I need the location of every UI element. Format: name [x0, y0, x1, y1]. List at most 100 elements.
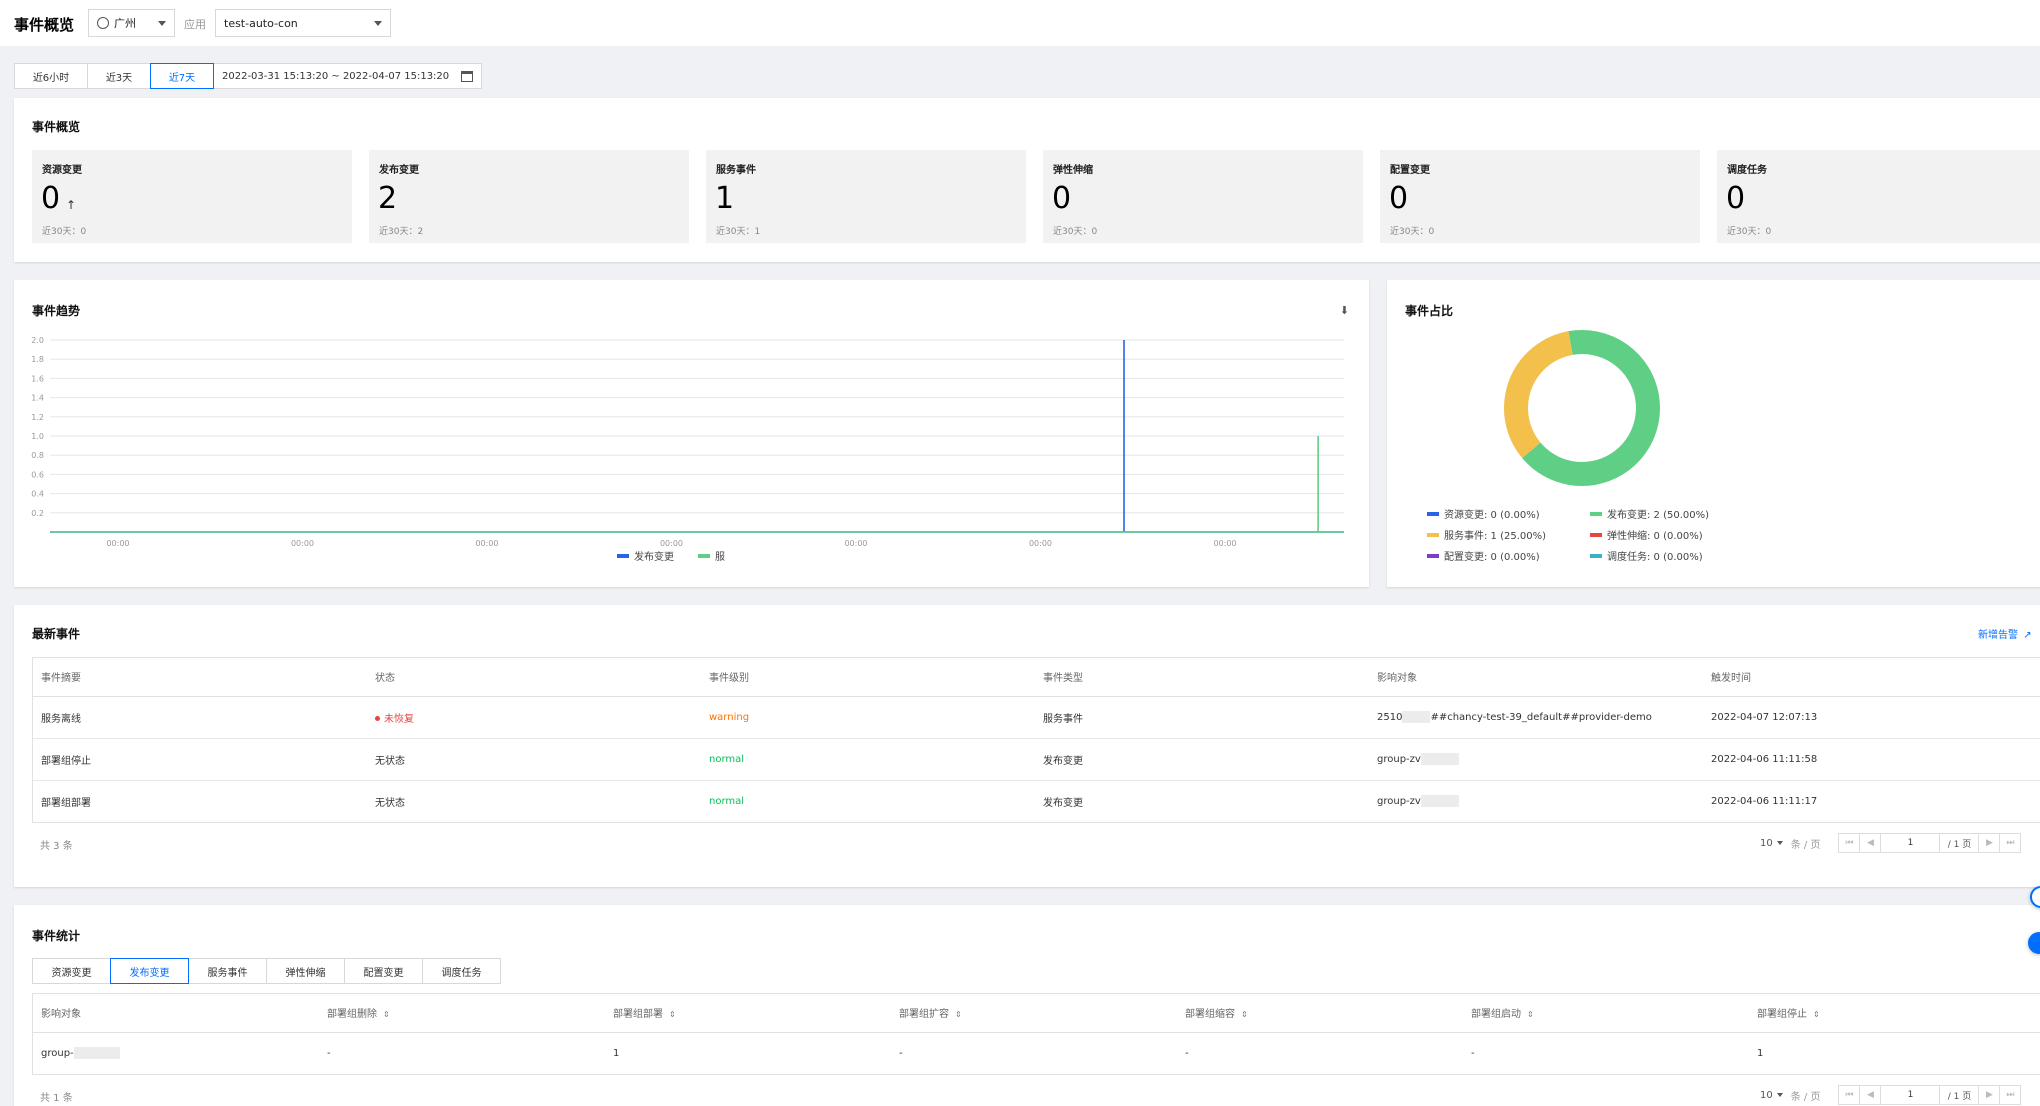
legend-swatch — [1427, 511, 1439, 516]
stat-config-change[interactable]: 配置变更 0 近30天：0 — [1380, 150, 1700, 243]
time-btn-3d[interactable]: 近3天 — [87, 63, 151, 89]
stat-resource-change[interactable]: 资源变更 0 ↑ 近30天：0 — [32, 150, 352, 243]
sort-icon[interactable]: ⇕ — [955, 1010, 962, 1020]
pagination: 10 条 / 页 ⏮ ◀ 1 / 1 页 ▶ ⏭ — [1760, 833, 2022, 853]
prev-page-button[interactable]: ◀ — [1859, 1085, 1882, 1105]
cell-time: 2022-04-06 11:11:58 — [1703, 738, 2040, 781]
cell-stop[interactable]: 1 — [1757, 1047, 1764, 1059]
last-page-button[interactable]: ⏭ — [1999, 833, 2022, 853]
x-tick-label: 00:00 — [1029, 539, 1052, 548]
col-label: 部署组扩容 — [899, 1009, 949, 1021]
redacted-block — [1402, 711, 1431, 723]
redacted-block — [1420, 753, 1459, 765]
tab-config-change[interactable]: 配置变更 — [344, 958, 423, 984]
latest-events-table: 事件摘要 状态 事件级别 事件类型 影响对象 触发时间 服务离线 未恢复 war… — [32, 657, 2040, 823]
col-stop[interactable]: 部署组停止 ⇕ — [1749, 994, 2040, 1033]
cell-target: group- — [33, 1032, 319, 1074]
time-btn-6h[interactable]: 近6小时 — [14, 63, 88, 89]
tab-release-change[interactable]: 发布变更 — [110, 958, 189, 984]
stat-label: 资源变更 — [42, 165, 82, 176]
first-page-button[interactable]: ⏮ — [1838, 833, 1861, 853]
time-range-bar: 近6小时 近3天 近7天 2022-03-31 15:13:20 ~ 2022-… — [14, 63, 483, 89]
page-input[interactable]: 1 — [1880, 1085, 1941, 1105]
page-size-select[interactable]: 10 — [1760, 838, 1783, 849]
tab-resource-change[interactable]: 资源变更 — [32, 958, 111, 984]
page-total: / 1 页 — [1939, 833, 1980, 853]
y-tick-label: 0.8 — [31, 451, 44, 460]
target-text: group-zv — [1377, 796, 1421, 808]
trend-card: 事件趋势 ⬇ 2.0 1.8 1.6 1.4 1.2 1.0 0.8 0.6 0.4 0.2 00:… — [14, 280, 1369, 587]
ratio-title: 事件占比 — [1405, 304, 1454, 318]
legend-swatch — [698, 553, 710, 558]
total-count: 共 1 条 — [40, 1093, 73, 1104]
table-row[interactable]: 部署组部署 无状态 normal 发布变更 group-zv 2022-04-0… — [33, 780, 2040, 822]
region-select[interactable]: 广州 — [88, 9, 175, 37]
stat-autoscale[interactable]: 弹性伸缩 0 近30天：0 — [1043, 150, 1363, 243]
target-text-rest: ##chancy-test-39_default##provider-demo — [1430, 712, 1652, 723]
target-text: 2510 — [1377, 712, 1403, 723]
ratio-legend-item[interactable]: 弹性伸缩: 0 (0.00%) — [1590, 527, 1703, 542]
first-page-button[interactable]: ⏮ — [1838, 1085, 1861, 1105]
y-tick-label: 0.4 — [31, 490, 44, 499]
col-scale-in[interactable]: 部署组缩容 ⇕ — [1177, 994, 1463, 1033]
legend-label[interactable]: 发布变更 — [634, 552, 674, 563]
next-page-button[interactable]: ▶ — [1978, 1085, 2001, 1105]
donut-chart — [1504, 329, 1660, 486]
col-label: 部署组启动 — [1471, 1009, 1521, 1021]
tab-autoscale[interactable]: 弹性伸缩 — [266, 958, 345, 984]
stat-release-change[interactable]: 发布变更 2 近30天：2 — [369, 150, 689, 243]
ratio-legend-item[interactable]: 配置变更: 0 (0.00%) — [1427, 548, 1540, 563]
table-row[interactable]: 部署组停止 无状态 normal 发布变更 group-zv 2022-04-0… — [33, 738, 2040, 781]
legend-label: 弹性伸缩: 0 (0.00%) — [1607, 531, 1703, 542]
app-select[interactable]: test-auto-con — [215, 9, 391, 37]
date-range-picker[interactable]: 2022-03-31 15:13:20 ~ 2022-04-07 15:13:2… — [213, 63, 483, 89]
table-row[interactable]: group- - 1 - - - 1 — [33, 1032, 2040, 1074]
last-page-button[interactable]: ⏭ — [1999, 1085, 2022, 1105]
add-alert-label: 新增告警 — [1978, 630, 2018, 641]
col-deploy[interactable]: 部署组部署 ⇕ — [605, 994, 891, 1033]
cell-type: 发布变更 — [1035, 738, 1369, 781]
y-tick-label: 1.4 — [31, 394, 44, 403]
floating-feedback-button[interactable] — [2028, 932, 2040, 954]
chevron-down-icon — [1776, 1092, 1783, 1097]
page-size-value: 10 — [1760, 1089, 1773, 1101]
prev-page-button[interactable]: ◀ — [1859, 833, 1882, 853]
cell-status: 无状态 — [367, 738, 701, 781]
ratio-legend-item[interactable]: 发布变更: 2 (50.00%) — [1590, 506, 1709, 521]
sort-icon[interactable]: ⇕ — [1241, 1010, 1248, 1020]
next-page-button[interactable]: ▶ — [1978, 833, 2001, 853]
ratio-legend-item[interactable]: 服务事件: 1 (25.00%) — [1427, 527, 1546, 542]
cell-deploy[interactable]: 1 — [613, 1047, 620, 1059]
sort-icon[interactable]: ⇕ — [1813, 1010, 1820, 1020]
legend-label[interactable]: 服 — [715, 552, 725, 563]
sort-icon[interactable]: ⇕ — [383, 1010, 390, 1020]
overview-title: 事件概览 — [32, 120, 81, 134]
stat-label: 调度任务 — [1727, 165, 1767, 176]
col-scale-out[interactable]: 部署组扩容 ⇕ — [891, 994, 1177, 1033]
stat-sub: 近30天：0 — [42, 227, 87, 237]
page-total: / 1 页 — [1939, 1085, 1980, 1105]
top-bar: 事件概览 广州 应用 test-auto-con — [0, 0, 2040, 46]
tab-service-event[interactable]: 服务事件 — [188, 958, 267, 984]
stat-schedule-task[interactable]: 调度任务 0 近30天：0 — [1717, 150, 2040, 243]
page-input[interactable]: 1 — [1880, 833, 1941, 853]
chevron-down-icon — [158, 21, 166, 26]
page-size-select[interactable]: 10 — [1760, 1090, 1783, 1101]
legend-swatch — [617, 553, 629, 558]
sort-icon[interactable]: ⇕ — [1527, 1010, 1534, 1020]
col-start[interactable]: 部署组启动 ⇕ — [1463, 994, 1749, 1033]
ratio-legend-item[interactable]: 资源变更: 0 (0.00%) — [1427, 506, 1540, 521]
stat-service-event[interactable]: 服务事件 1 近30天：1 — [706, 150, 1026, 243]
stat-value: 0 — [1052, 181, 1072, 216]
col-delete[interactable]: 部署组删除 ⇕ — [319, 994, 605, 1033]
pie-slice-服务事件[interactable] — [1504, 329, 1660, 486]
cell-summary: 服务离线 — [33, 696, 367, 739]
tab-schedule-task[interactable]: 调度任务 — [422, 958, 501, 984]
table-row[interactable]: 服务离线 未恢复 warning 服务事件 2510 ##chancy-test-… — [33, 696, 2040, 739]
ratio-legend-item[interactable]: 调度任务: 0 (0.00%) — [1590, 548, 1703, 563]
sort-icon[interactable]: ⇕ — [669, 1010, 676, 1020]
legend-swatch — [1590, 553, 1602, 558]
time-btn-7d[interactable]: 近7天 — [150, 63, 214, 89]
download-icon[interactable]: ⬇ — [1339, 304, 1349, 317]
add-alert-link[interactable]: 新增告警 ↗ — [1978, 626, 2032, 641]
